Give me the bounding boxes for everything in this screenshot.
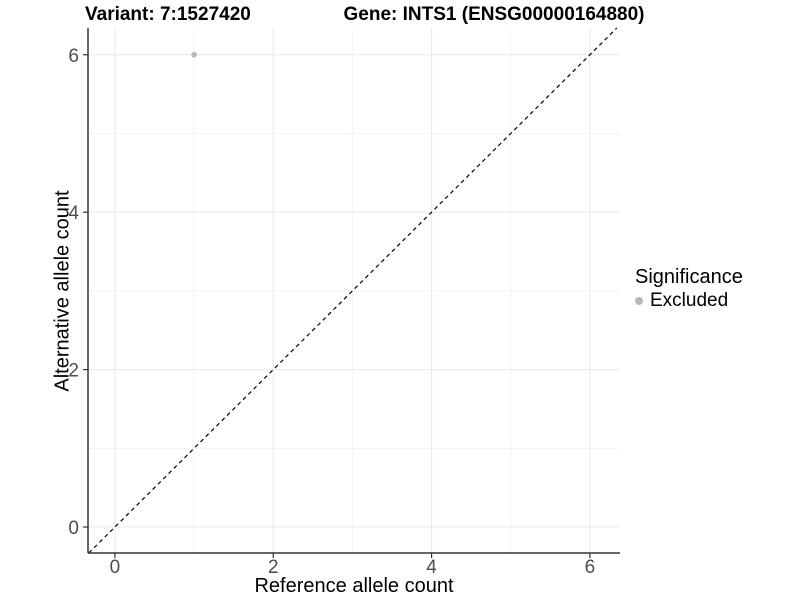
y-axis-title: Alternative allele count (51, 190, 74, 392)
y-tick-label: 4 (68, 203, 79, 224)
x-tick-label: 2 (268, 557, 279, 578)
data-point (191, 51, 197, 58)
x-tick-label: 6 (585, 557, 596, 578)
legend-item-label: Excluded (650, 290, 729, 311)
y-tick-label: 2 (68, 361, 79, 382)
legend-point-icon (635, 297, 643, 305)
y-tick-label: 6 (68, 46, 79, 67)
x-tick-label: 4 (426, 557, 437, 578)
x-axis-title: Reference allele count (254, 575, 454, 597)
x-tick-label: 0 (110, 557, 121, 578)
legend-item-excluded: Excluded (633, 289, 798, 313)
variant-title: Variant: 7:1527420 (85, 4, 251, 25)
gene-title: Gene: INTS1 (ENSG00000164880) (343, 4, 645, 25)
legend: Significance Excluded (633, 265, 798, 313)
legend-title: Significance (635, 266, 743, 288)
y-tick-label: 0 (68, 518, 79, 539)
